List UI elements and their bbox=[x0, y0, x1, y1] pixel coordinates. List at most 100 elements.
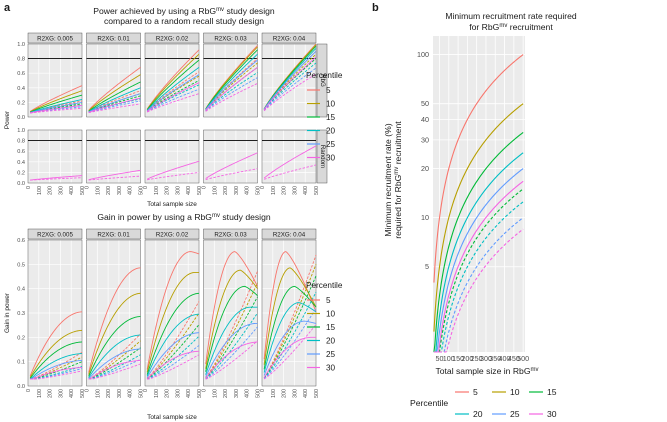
facet-strip-label: R2XG: 0.03 bbox=[214, 232, 247, 239]
x-tick-label: 100 bbox=[212, 186, 218, 195]
x-tick: 500 bbox=[256, 186, 262, 195]
x-tick: 0 bbox=[260, 389, 266, 392]
x-tick: 300 bbox=[175, 389, 181, 398]
gain-line-dashed-5 bbox=[30, 352, 83, 380]
facet-strip-label: R2XG: 0.01 bbox=[97, 36, 130, 43]
power-line-20 bbox=[263, 48, 317, 110]
x-tick-label: 300 bbox=[234, 389, 240, 398]
x-tick: 500 bbox=[139, 389, 145, 398]
x-tick-label: 200 bbox=[165, 389, 171, 398]
gain-line-25 bbox=[30, 360, 83, 380]
power-random-facet-border bbox=[261, 129, 317, 184]
power-line-15 bbox=[146, 59, 200, 111]
y-tick-label: 0.4 bbox=[17, 287, 25, 293]
legend-label-5: 5 bbox=[326, 296, 331, 305]
x-tick: 200 bbox=[282, 186, 288, 195]
recruit-xlabel: Total sample size in RbGmv bbox=[435, 366, 538, 376]
gain-line-dashed-30 bbox=[263, 324, 317, 380]
power-line-25 bbox=[146, 74, 200, 112]
gain-line-25 bbox=[88, 348, 141, 380]
gain-line-5 bbox=[29, 311, 83, 377]
x-tick-label: 0 bbox=[26, 389, 32, 392]
x-tick: 200 bbox=[282, 389, 288, 398]
gain-line-dashed-25 bbox=[263, 308, 317, 380]
panel-label-b: b bbox=[372, 2, 379, 14]
x-tick: 300 bbox=[234, 186, 240, 195]
gain-line-dashed-25 bbox=[205, 326, 258, 380]
gain-line-30 bbox=[30, 367, 83, 380]
gain-line-10 bbox=[205, 269, 258, 369]
random-power-line bbox=[205, 152, 258, 179]
x-tick: 300 bbox=[58, 389, 64, 398]
legend-label-25: 25 bbox=[510, 409, 520, 419]
x-tick-label: 100 bbox=[271, 186, 277, 195]
power-line-10 bbox=[205, 46, 258, 110]
power-line-15 bbox=[88, 81, 141, 112]
x-tick: 0 bbox=[26, 186, 32, 189]
x-tick: 400 bbox=[186, 389, 192, 398]
x-tick: 200 bbox=[48, 186, 54, 195]
facet-strip-label: R2XG: 0.02 bbox=[156, 36, 189, 43]
legend-title: Percentile bbox=[306, 281, 343, 290]
x-tick-label: 200 bbox=[48, 186, 54, 195]
x-tick-label: 400 bbox=[303, 389, 309, 398]
power-line-15 bbox=[29, 94, 83, 113]
x-tick-label: 300 bbox=[117, 389, 123, 398]
legend-label-25: 25 bbox=[326, 140, 336, 149]
recruit-x-tick-label: 300 bbox=[480, 354, 492, 363]
random-power-line-dashed bbox=[30, 177, 83, 181]
gain-line-15 bbox=[88, 316, 141, 377]
gain-ylabel-wrap: Gain in power bbox=[4, 292, 11, 333]
gain-line-dashed-15 bbox=[146, 324, 200, 380]
legend-label-5: 5 bbox=[473, 387, 478, 397]
facet-strip bbox=[261, 32, 317, 44]
y-tick-label: 1.0 bbox=[17, 42, 25, 48]
gain-line-dashed-30 bbox=[205, 340, 258, 380]
x-tick-label: 200 bbox=[282, 186, 288, 195]
random-power-line bbox=[263, 145, 317, 179]
recruit-line-30-dashed bbox=[433, 228, 524, 353]
power-title-line1: Power achieved by using a RbGmv study de… bbox=[93, 6, 275, 16]
recruit-x-tick-label: 350 bbox=[489, 354, 501, 363]
facet-strip bbox=[144, 228, 200, 240]
power-random-facet-bg bbox=[28, 130, 82, 183]
gain-line-10 bbox=[29, 329, 83, 378]
x-tick-label: 400 bbox=[245, 186, 251, 195]
x-tick: 100 bbox=[212, 389, 218, 398]
power-line-dashed-10 bbox=[146, 75, 200, 112]
recruit-line-10-solid bbox=[433, 103, 524, 332]
gain-facet-border bbox=[86, 239, 141, 387]
x-tick-label: 0 bbox=[85, 186, 91, 189]
facet-strip bbox=[27, 32, 83, 44]
power-line-dashed-20 bbox=[263, 62, 317, 111]
gain-line-20 bbox=[205, 306, 258, 375]
power-xlabel: Total sample size bbox=[147, 201, 197, 208]
x-tick-label: 200 bbox=[223, 389, 229, 398]
x-tick: 500 bbox=[80, 389, 86, 398]
y-tick-label: 0.6 bbox=[17, 149, 25, 155]
row-strip bbox=[316, 43, 328, 118]
gain-line-15 bbox=[146, 292, 200, 375]
gain-line-15 bbox=[263, 285, 317, 370]
x-tick-label: 100 bbox=[271, 389, 277, 398]
gain-line-30 bbox=[88, 360, 141, 380]
x-tick: 400 bbox=[186, 186, 192, 195]
x-tick: 100 bbox=[95, 389, 101, 398]
x-tick: 500 bbox=[314, 186, 320, 195]
power-line-dashed-25 bbox=[88, 100, 141, 113]
facet-strip-label: R2XG: 0.03 bbox=[214, 36, 247, 43]
x-tick: 400 bbox=[69, 186, 75, 195]
facet-strip bbox=[144, 32, 200, 44]
gain-facet-border bbox=[27, 239, 83, 387]
recruit-x-tick-label: 500 bbox=[517, 354, 529, 363]
x-tick-label: 400 bbox=[245, 389, 251, 398]
y-tick-label: 0.4 bbox=[17, 160, 25, 166]
x-tick: 500 bbox=[256, 389, 262, 398]
gain-line-dashed-15 bbox=[88, 347, 141, 380]
x-tick-label: 500 bbox=[139, 389, 145, 398]
power-random-facet-border bbox=[27, 129, 83, 184]
power-line-dashed-10 bbox=[263, 53, 317, 110]
row-strip bbox=[316, 129, 328, 184]
gain-line-10 bbox=[263, 267, 317, 365]
x-tick-label: 0 bbox=[260, 186, 266, 189]
